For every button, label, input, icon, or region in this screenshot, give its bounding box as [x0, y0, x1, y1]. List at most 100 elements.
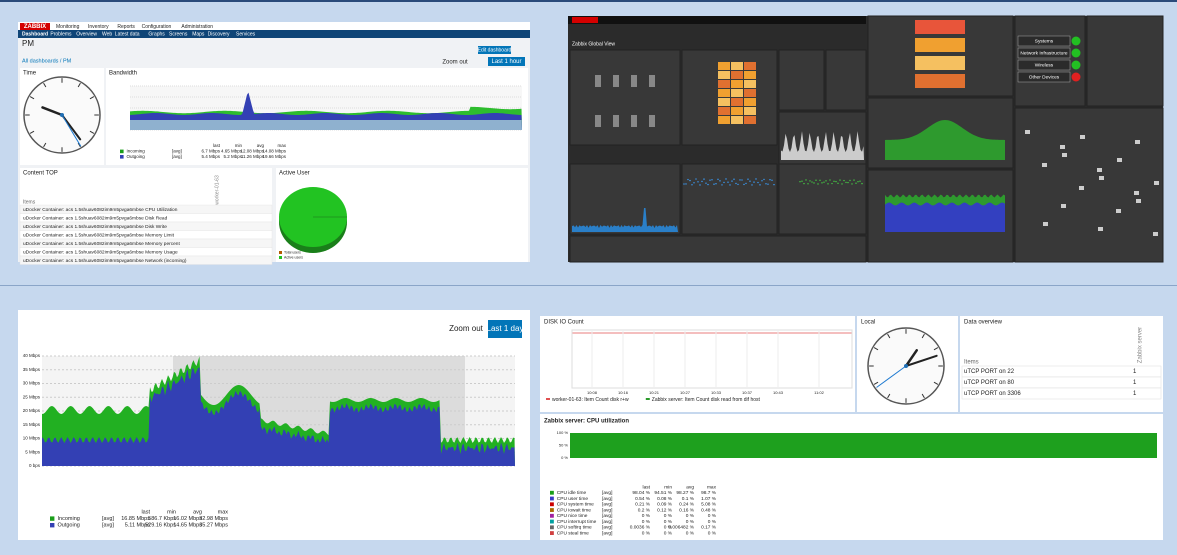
dark-widget	[1014, 107, 1164, 263]
top-bar	[18, 22, 530, 30]
edit-label: Edit dashboard	[478, 47, 512, 53]
submenu-item[interactable]: Dashboard	[22, 31, 48, 37]
breadcrumb[interactable]: All dashboards / PM	[22, 58, 72, 64]
dark-header	[568, 16, 866, 24]
dark-dot	[845, 181, 847, 184]
dark-dot	[833, 180, 835, 183]
legend-value: 5.11 Mbps	[125, 523, 151, 529]
submenu-item[interactable]: Overview	[76, 31, 97, 37]
server-icon	[595, 75, 601, 87]
alert-row	[915, 56, 965, 70]
heat-cell	[718, 116, 730, 124]
stats-header: avg	[686, 485, 694, 490]
menu-item[interactable]: Reports	[117, 24, 135, 30]
dark-dot	[723, 181, 725, 184]
submenu-item[interactable]: Graphs	[148, 31, 165, 37]
map-node	[1154, 181, 1159, 185]
heat-cell	[744, 62, 756, 70]
dark-dot	[817, 183, 819, 185]
x-label: 10:33	[711, 390, 722, 395]
dark-dot	[693, 182, 695, 184]
x-label: 10:21	[649, 390, 660, 395]
dark-dot	[727, 181, 729, 183]
legend-func: [avg]	[602, 513, 612, 519]
clock-tick	[933, 347, 939, 351]
submenu-item[interactable]: Problems	[50, 31, 72, 37]
map-node	[1099, 176, 1104, 180]
legend-value: 5.2 Mbps	[223, 154, 242, 159]
heat-cell	[744, 89, 756, 97]
submenu-item[interactable]: Web	[102, 31, 112, 37]
y-label: 20 Mbps	[23, 408, 41, 413]
legend-swatch	[550, 531, 554, 535]
dark-dot	[689, 179, 691, 182]
submenu-item[interactable]: Screens	[169, 31, 188, 37]
y-label: 35 Mbps	[23, 367, 41, 372]
map-node	[1042, 163, 1047, 167]
range-button[interactable]	[488, 320, 522, 338]
heat-cell	[718, 98, 730, 106]
dark-area	[885, 202, 1005, 232]
legend-swatch	[550, 508, 554, 512]
column-header: worker-01-63	[214, 175, 220, 205]
system-label: Systems	[1035, 38, 1054, 44]
x-label: 10:37	[742, 390, 753, 395]
legend-value: 0.006482 %	[668, 525, 694, 531]
legend-value: 4.65 Mbps	[221, 149, 243, 154]
menu-item[interactable]: Monitoring	[56, 24, 80, 30]
dark-dot	[711, 179, 713, 181]
legend-swatch	[50, 523, 55, 528]
submenu-item[interactable]: Maps	[192, 31, 205, 37]
submenu-item[interactable]: Discovery	[208, 31, 230, 37]
heat-cell	[731, 80, 743, 88]
legend-value: 98.27 %	[676, 490, 694, 496]
submenu-item[interactable]: Latest data	[115, 31, 140, 37]
heat-cell	[731, 62, 743, 70]
legend-value: 0 %	[664, 530, 673, 536]
widget-title: Local	[861, 320, 875, 326]
dark-dot	[851, 183, 853, 185]
heat-cell	[744, 80, 756, 88]
legend-value: 586.7 Kbps	[148, 516, 176, 522]
y-label: 50 %	[559, 443, 569, 448]
clock-tick	[933, 381, 939, 385]
menu-item[interactable]: Inventory	[88, 24, 109, 30]
dark-dot	[827, 183, 829, 185]
legend-value: 0 %	[664, 525, 673, 531]
legend-name: CPU nice time	[557, 513, 588, 519]
legend-func: [avg]	[602, 496, 612, 502]
system-label: Wireless	[1035, 62, 1054, 68]
table-cell: uDocker Container: acs 1.5shuav6082im9m5…	[23, 249, 178, 255]
dark-dot	[705, 182, 707, 184]
submenu-item[interactable]: Services	[236, 31, 256, 37]
submenu-bar	[18, 30, 530, 38]
zoom-out[interactable]: Zoom out	[449, 324, 484, 333]
legend-label: worker-01-63: Item Count disk r+w	[552, 397, 629, 403]
clock-tick	[873, 347, 879, 351]
legend-value: 0 %	[642, 513, 651, 519]
legend-value: 16.85 Mbps	[121, 516, 150, 522]
legend-func: [avg]	[102, 516, 114, 522]
map-node	[1062, 153, 1067, 157]
dark-dot	[769, 179, 771, 181]
heat-cell	[731, 116, 743, 124]
dark-dot	[735, 182, 737, 185]
dark-dot	[759, 184, 761, 186]
dark-dot	[857, 181, 859, 183]
stats-header: max	[277, 143, 286, 148]
legend-swatch	[50, 516, 55, 521]
dark-dot	[763, 178, 765, 181]
stats-header: min	[664, 484, 672, 490]
system-box	[1017, 47, 1071, 59]
clock-tick	[921, 333, 925, 339]
dark-dot	[687, 178, 689, 181]
clock-tick	[29, 130, 35, 134]
edit-button[interactable]	[478, 46, 511, 54]
menu-item[interactable]: Administration	[181, 24, 213, 30]
x-label: 10:08	[587, 390, 598, 395]
zoom-out[interactable]: Zoom out	[442, 60, 468, 66]
dark-dot	[801, 180, 803, 182]
range-button[interactable]	[488, 57, 525, 66]
clock-hand	[905, 354, 938, 367]
menu-item[interactable]: Configuration	[142, 24, 172, 30]
